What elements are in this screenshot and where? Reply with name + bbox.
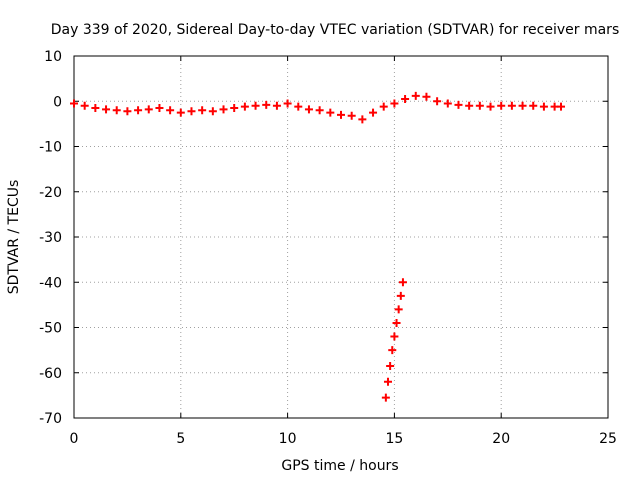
series-jump [381, 278, 407, 402]
data-point [475, 101, 484, 110]
data-point [411, 91, 420, 100]
y-tick-label: -10 [39, 140, 62, 156]
data-point [358, 115, 367, 124]
data-point [379, 102, 388, 111]
data-point [347, 111, 356, 120]
x-axis-label: GPS time / hours [281, 458, 398, 474]
y-tick-label: -30 [39, 230, 62, 246]
data-point [219, 105, 228, 114]
x-tick-label: 0 [70, 431, 79, 447]
data-point [390, 332, 399, 341]
x-tick-label: 10 [279, 431, 297, 447]
data-point [557, 102, 566, 111]
data-point [433, 97, 442, 106]
y-tick-label: -50 [39, 321, 62, 337]
data-point [198, 106, 207, 115]
data-point [272, 101, 281, 110]
data-point [91, 104, 100, 113]
x-tick-label: 25 [599, 431, 617, 447]
data-point [518, 101, 527, 110]
data-point [166, 106, 175, 115]
y-tick-label: -70 [39, 411, 62, 427]
data-point [422, 92, 431, 101]
data-point [392, 318, 401, 327]
data-point [102, 105, 111, 114]
data-point [465, 101, 474, 110]
data-points [70, 91, 566, 402]
y-axis-label: SDTVAR / TECUs [6, 180, 22, 295]
grid [74, 56, 608, 418]
data-point [394, 305, 403, 314]
data-point [315, 106, 324, 115]
data-point [398, 278, 407, 287]
data-point [187, 107, 196, 116]
data-point [70, 99, 78, 108]
data-point [294, 102, 303, 111]
x-tick-label: 5 [176, 431, 185, 447]
data-point [123, 107, 132, 116]
x-tick-label: 20 [492, 431, 510, 447]
data-point [396, 291, 405, 300]
data-point [176, 108, 185, 117]
data-point [486, 102, 495, 111]
data-point [383, 377, 392, 386]
data-point [80, 101, 89, 110]
y-tick-label: 0 [53, 94, 62, 110]
y-tick-labels: 10 0 -10 -20 -30 -40 -50 -60 -70 [39, 49, 62, 427]
y-tick-label: -40 [39, 275, 62, 291]
data-point [326, 108, 335, 117]
data-point [507, 101, 516, 110]
data-point [454, 100, 463, 109]
data-point [369, 108, 378, 117]
data-point [539, 102, 548, 111]
data-point [230, 104, 239, 113]
data-point [251, 101, 260, 110]
data-point [155, 104, 164, 113]
y-tick-label: -60 [39, 366, 62, 382]
y-tick-label: 10 [44, 49, 62, 65]
data-point [208, 107, 217, 116]
x-tick-labels: 0 5 10 15 20 25 [70, 431, 617, 447]
data-point [337, 110, 345, 119]
data-point [283, 99, 292, 108]
data-point [401, 94, 410, 103]
data-point [381, 393, 390, 402]
data-point [144, 105, 153, 114]
data-point [304, 105, 313, 114]
y-tick-label: -20 [39, 185, 62, 201]
data-point [386, 361, 395, 370]
data-point [112, 106, 121, 115]
series-main [70, 91, 566, 124]
data-point [240, 102, 249, 111]
data-point [497, 101, 506, 110]
chart-title: Day 339 of 2020, Sidereal Day-to-day VTE… [51, 22, 619, 38]
data-point [529, 101, 538, 110]
data-point [390, 99, 399, 108]
data-point [443, 99, 452, 108]
x-tick-label: 15 [385, 431, 403, 447]
data-point [262, 100, 271, 109]
data-point [134, 106, 143, 115]
data-point [388, 346, 397, 355]
